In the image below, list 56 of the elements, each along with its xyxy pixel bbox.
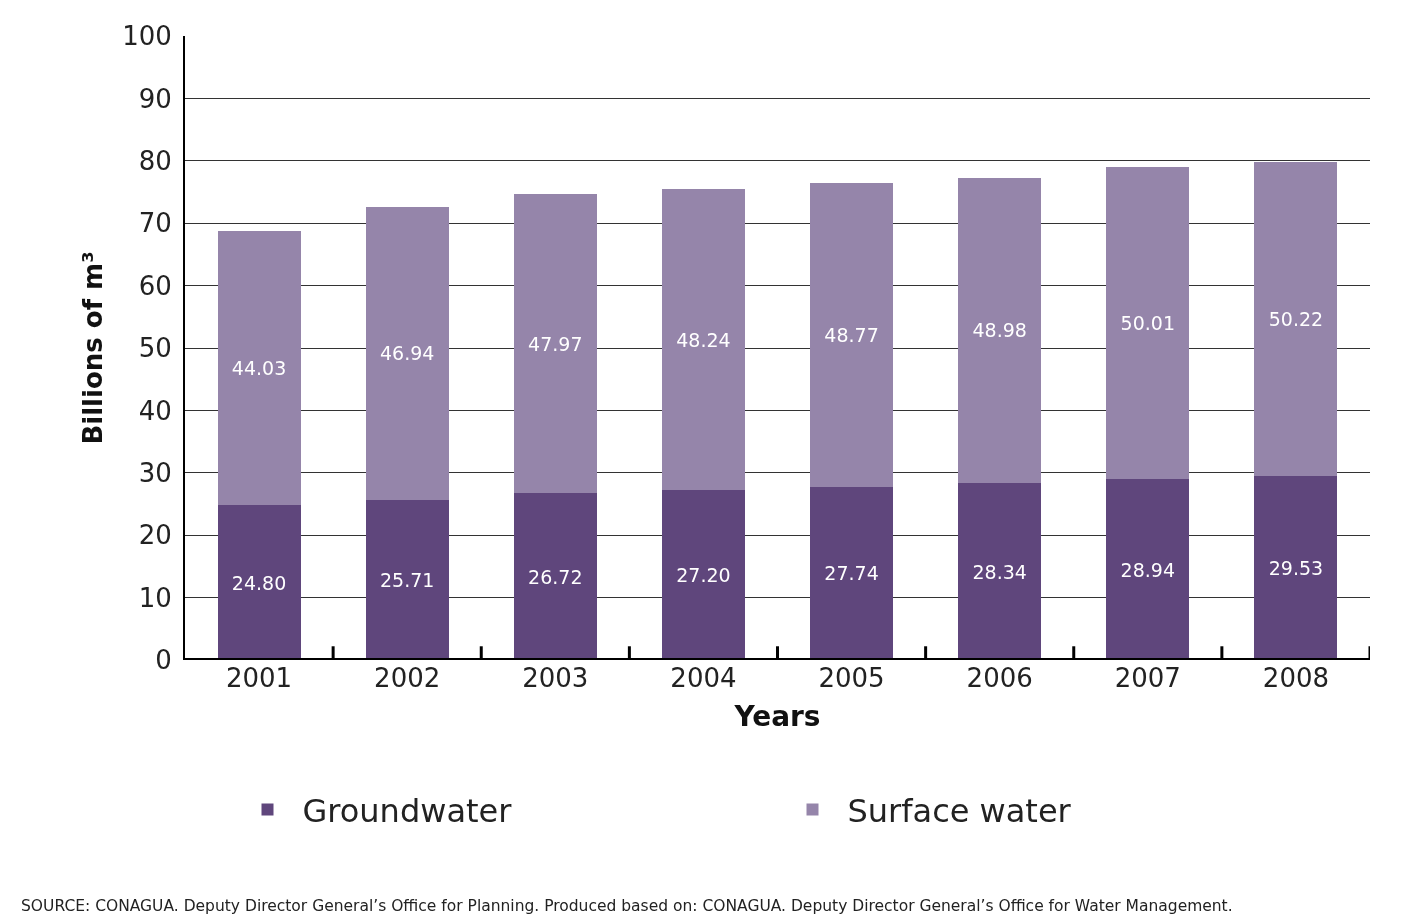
y-tick-label: 60 — [138, 270, 172, 301]
y-tick-label: 30 — [138, 457, 172, 488]
bar — [958, 177, 1042, 484]
x-tick-label: 2005 — [818, 663, 885, 693]
y-tick-label: 90 — [138, 83, 172, 114]
data-label: 28.34 — [972, 560, 1027, 583]
y-axis-title: Billions of m³ — [78, 251, 109, 445]
bar — [365, 499, 449, 660]
y-tick-label: 0 — [155, 645, 172, 676]
bar — [1106, 167, 1190, 480]
bar — [1106, 479, 1190, 660]
x-tick-label: 2004 — [670, 663, 737, 693]
data-label: 48.24 — [676, 328, 731, 351]
y-tick-label: 70 — [138, 208, 172, 239]
y-tick-label: 80 — [138, 145, 172, 176]
x-tick-label: 2001 — [225, 663, 293, 693]
legend-label: Groundwater — [302, 792, 513, 831]
data-label: 48.98 — [972, 319, 1027, 342]
data-label: 27.74 — [824, 562, 879, 585]
bar — [217, 230, 301, 506]
legend-label: Surface water — [847, 792, 1072, 831]
data-label: 26.72 — [528, 565, 583, 588]
y-tick-label: 10 — [138, 582, 172, 613]
x-tick-label: 2002 — [374, 663, 441, 693]
y-tick-label: 50 — [138, 333, 172, 364]
data-label: 44.03 — [231, 356, 287, 379]
data-label: 47.97 — [528, 332, 583, 355]
x-tick-label: 2006 — [966, 663, 1033, 693]
data-label: 27.20 — [676, 564, 731, 587]
data-label: 46.94 — [379, 342, 435, 365]
data-label: 50.22 — [1268, 308, 1324, 331]
source-note: SOURCE: CONAGUA. Deputy Director General’s Office for Planning. Produced based on: CONAGUA. Deputy Director General’s Office for Water Management. — [21, 897, 1233, 915]
bar — [513, 493, 597, 660]
bar — [810, 182, 894, 487]
data-label: 48.77 — [824, 323, 879, 346]
bar — [365, 206, 449, 500]
data-label: 24.80 — [231, 571, 287, 594]
y-tick-label: 20 — [138, 520, 172, 551]
bar — [661, 490, 745, 660]
x-tick-label: 2007 — [1114, 663, 1181, 693]
y-tick-label: 100 — [122, 21, 172, 52]
bar — [958, 483, 1042, 660]
bar — [1254, 475, 1338, 660]
bar — [1254, 162, 1338, 476]
bar — [810, 486, 894, 660]
x-tick-label: 2008 — [1262, 663, 1330, 693]
x-axis-title: Years — [733, 700, 821, 734]
data-label: 28.94 — [1120, 558, 1176, 581]
y-tick-label: 40 — [138, 395, 172, 426]
x-tick-label: 2003 — [522, 663, 589, 693]
data-label: 29.53 — [1268, 556, 1324, 579]
data-label: 50.01 — [1120, 312, 1176, 335]
bar — [513, 193, 597, 494]
bar — [217, 505, 301, 660]
data-label: 25.71 — [379, 568, 435, 591]
bar — [661, 189, 745, 491]
